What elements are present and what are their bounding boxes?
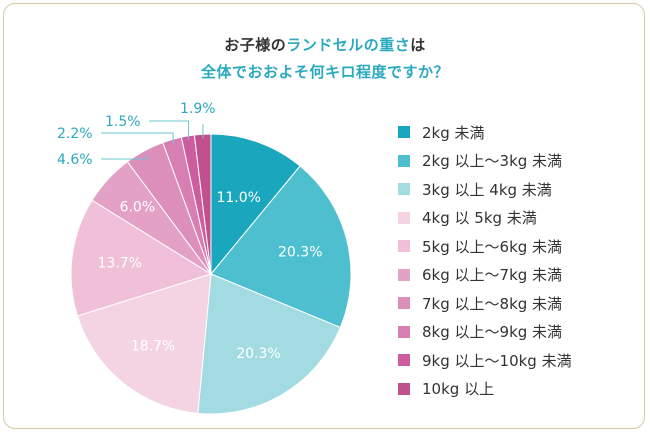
title-text-pre: お子様の <box>224 36 287 54</box>
slice-value-label-4: 18.7% <box>131 339 175 355</box>
slice-value-label-7: 4.6% <box>57 152 93 168</box>
legend-label-6: 6kg 以上～7kg 未満 <box>422 266 563 285</box>
legend-swatch-4 <box>398 211 410 224</box>
legend-swatch-9 <box>398 354 410 367</box>
slice-value-label-2: 20.3% <box>278 245 322 261</box>
legend-swatch-1 <box>398 126 410 139</box>
legend-swatch-7 <box>398 297 410 310</box>
slice-value-label-1: 11.0% <box>216 190 260 206</box>
callout-line-8 <box>101 132 174 144</box>
pie-slice-1 <box>210 133 301 276</box>
chart-frame <box>3 3 645 429</box>
slice-value-label-8: 2.2% <box>57 126 93 142</box>
callout-line-9 <box>149 120 190 140</box>
legend-label-4: 4kg 以 5kg 未満 <box>422 209 537 228</box>
legend-swatch-2 <box>398 154 410 167</box>
legend-item-1: 2kg 未満 <box>398 118 572 147</box>
legend-item-3: 3kg 以上 4kg 未満 <box>398 175 572 204</box>
pie-slice-3 <box>197 273 342 415</box>
legend-item-7: 7kg 以上～8kg 未満 <box>398 289 572 318</box>
legend-item-5: 5kg 以上～6kg 未満 <box>398 232 572 261</box>
legend-swatch-5 <box>398 240 410 253</box>
chart-title-line2: 全体でおおよそ何キロ程度ですか？ <box>200 63 449 81</box>
legend-label-10: 10kg 以上 <box>422 380 495 399</box>
legend-label-1: 2kg 未満 <box>422 123 485 142</box>
chart-title-line1: お子様のランドセルの重さは <box>0 34 650 55</box>
legend-item-10: 10kg 以上 <box>398 375 572 404</box>
title-text-post: は <box>410 36 426 54</box>
slice-value-label-5: 13.7% <box>97 255 141 271</box>
legend-swatch-10 <box>398 382 410 395</box>
legend-label-8: 8kg 以上～9kg 未満 <box>422 323 563 342</box>
pie-slice-5 <box>70 199 213 317</box>
legend-swatch-8 <box>398 325 410 338</box>
legend-label-5: 5kg 以上～6kg 未満 <box>422 237 563 256</box>
legend-item-9: 9kg 以上～10kg 未満 <box>398 346 572 375</box>
legend-label-2: 2kg 以上～3kg 未満 <box>422 152 563 171</box>
legend-swatch-3 <box>398 183 410 196</box>
legend-item-2: 2kg 以上～3kg 未満 <box>398 147 572 176</box>
slice-value-label-6: 6.0% <box>120 199 156 215</box>
slice-value-label-10: 1.9% <box>180 101 216 117</box>
pie-slice-2 <box>210 165 352 329</box>
legend-item-8: 8kg 以上～9kg 未満 <box>398 318 572 347</box>
slice-value-label-9: 1.5% <box>105 114 141 130</box>
callout-line-7 <box>101 154 147 160</box>
title-text-accent: ランドセルの重さ <box>286 36 411 54</box>
legend-label-9: 9kg 以上～10kg 未満 <box>422 351 572 370</box>
chart-legend: 2kg 未満 2kg 以上～3kg 未満 3kg 以上 4kg 未満 4kg 以 5k… <box>398 118 572 403</box>
pie-slice-4 <box>76 273 212 414</box>
slice-value-label-3: 20.3% <box>236 346 280 362</box>
legend-label-7: 7kg 以上～8kg 未満 <box>422 294 563 313</box>
legend-item-6: 6kg 以上～7kg 未満 <box>398 261 572 290</box>
legend-label-3: 3kg 以上 4kg 未満 <box>422 180 552 199</box>
legend-item-4: 4kg 以 5kg 未満 <box>398 204 572 233</box>
legend-swatch-6 <box>398 268 410 281</box>
